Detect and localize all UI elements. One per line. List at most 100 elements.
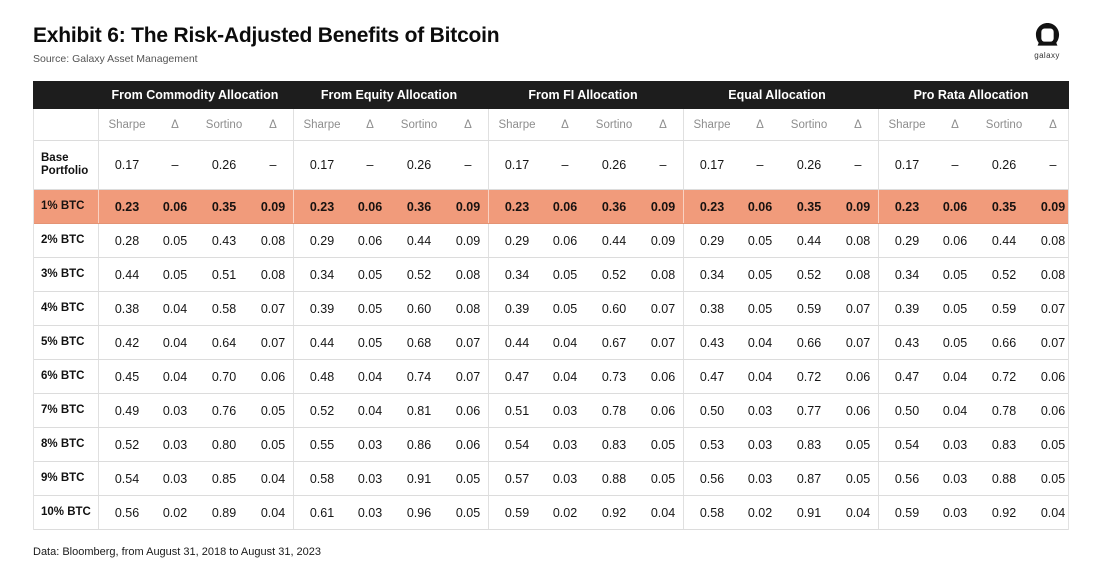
cell: 0.43	[211, 233, 237, 248]
cell: 0.17	[894, 158, 920, 172]
cell: 0.03	[162, 437, 188, 452]
cell: 0.29	[699, 233, 725, 248]
cell: Δ	[171, 118, 179, 131]
cell: 0.60	[406, 301, 432, 316]
cell: 0.09	[455, 233, 481, 248]
cell: 0.05	[357, 301, 383, 316]
cell: 0.34	[699, 267, 725, 282]
cell: 0.80	[211, 437, 237, 452]
cell: 0.05	[455, 471, 481, 486]
cell: 0.05	[260, 437, 286, 452]
cell: 0.77	[796, 403, 822, 418]
cell: 0.05	[650, 471, 676, 486]
group-cells: 0.17 – 0.26 –	[488, 141, 683, 189]
cell: 0.09	[1040, 199, 1066, 214]
cell: 0.52	[114, 437, 140, 452]
cell: 0.05	[260, 403, 286, 418]
row-label: 9% BTC	[41, 471, 85, 484]
cell: 0.05	[357, 267, 383, 282]
cell: 0.44	[309, 335, 335, 350]
cell: 0.87	[796, 471, 822, 486]
table-row: 7% BTC 0.49 0.03 0.76 0.05 0.52 0.04 0.81 0.06 0.…	[34, 394, 1068, 428]
group-cells: 0.52 0.04 0.81 0.06	[293, 394, 488, 427]
table-row: 6% BTC 0.45 0.04 0.70 0.06 0.48 0.04 0.74 0.07 0.…	[34, 360, 1068, 394]
cell: Sortino	[985, 118, 1023, 131]
cell: Δ	[1049, 118, 1057, 131]
cell: 0.05	[942, 267, 968, 282]
group-cells: 0.39 0.05 0.60 0.08	[293, 292, 488, 325]
group-header-0: From Commodity Allocation	[111, 88, 279, 102]
cell: 0.08	[260, 233, 286, 248]
cell: –	[854, 158, 862, 172]
cell: 0.35	[211, 199, 237, 214]
cell: 0.54	[504, 437, 530, 452]
cell: –	[171, 158, 179, 172]
cell: 0.59	[991, 301, 1017, 316]
cell: 0.06	[357, 199, 383, 214]
cell: 0.56	[114, 505, 140, 520]
group-cells: 0.23 0.06 0.36 0.09	[293, 190, 488, 223]
group-cells: 0.43 0.04 0.66 0.07	[683, 326, 878, 359]
group-cells: 0.29 0.06 0.44 0.09	[488, 224, 683, 257]
cell: 0.06	[845, 403, 871, 418]
table-row: 9% BTC 0.54 0.03 0.85 0.04 0.58 0.03 0.91 0.05 0.…	[34, 462, 1068, 496]
group-cells: 0.28 0.05 0.43 0.08	[98, 224, 293, 257]
cell: 0.88	[991, 471, 1017, 486]
cell: 0.34	[309, 267, 335, 282]
group-cells: 0.29 0.06 0.44 0.09	[293, 224, 488, 257]
cell: 0.56	[894, 471, 920, 486]
cell: 0.59	[894, 505, 920, 520]
cell: 0.07	[260, 335, 286, 350]
cell: 0.04	[162, 369, 188, 384]
cell: 0.06	[845, 369, 871, 384]
cell: 0.92	[601, 505, 627, 520]
cell: 0.06	[552, 199, 578, 214]
cell: 0.52	[991, 267, 1017, 282]
cell: –	[1049, 158, 1057, 172]
cell: Δ	[854, 118, 862, 131]
row-label: 6% BTC	[41, 369, 85, 382]
group-cells: 0.52 0.03 0.80 0.05	[98, 428, 293, 461]
cell: 0.04	[357, 403, 383, 418]
cell: 0.06	[162, 199, 188, 214]
cell: 0.06	[1040, 369, 1066, 384]
cell: 0.58	[309, 471, 335, 486]
cell: 0.72	[796, 369, 822, 384]
cell: 0.09	[650, 233, 676, 248]
cell: –	[561, 158, 569, 172]
cell: 0.42	[114, 335, 140, 350]
cell: 0.23	[894, 199, 920, 214]
group-cells: 0.51 0.03 0.78 0.06	[488, 394, 683, 427]
group-cells: Sharpe Δ Sortino Δ	[683, 109, 878, 140]
group-cells: 0.42 0.04 0.64 0.07	[98, 326, 293, 359]
cell: Δ	[464, 118, 472, 131]
cell: 0.06	[455, 437, 481, 452]
cell: –	[659, 158, 667, 172]
group-cells: 0.23 0.06 0.35 0.09	[683, 190, 878, 223]
cell: Sharpe	[108, 118, 146, 131]
table-row: 8% BTC 0.52 0.03 0.80 0.05 0.55 0.03 0.86 0.06 0.…	[34, 428, 1068, 462]
cell: 0.23	[114, 199, 140, 214]
cell: 0.04	[162, 301, 188, 316]
cell: Sharpe	[498, 118, 536, 131]
cell: 0.03	[162, 403, 188, 418]
cell: 0.78	[601, 403, 627, 418]
cell: 0.34	[894, 267, 920, 282]
row-label: Base Portfolio	[41, 151, 89, 177]
group-header-row: From Commodity Allocation From Equity All…	[33, 81, 1069, 109]
group-cells: Sharpe Δ Sortino Δ	[293, 109, 488, 140]
cell: 0.61	[309, 505, 335, 520]
cell: 0.81	[406, 403, 432, 418]
group-cells: 0.57 0.03 0.88 0.05	[488, 462, 683, 495]
cell: 0.60	[601, 301, 627, 316]
cell: 0.06	[552, 233, 578, 248]
group-cells: 0.44 0.05 0.51 0.08	[98, 258, 293, 291]
cell: 0.91	[796, 505, 822, 520]
cell: 0.06	[650, 403, 676, 418]
group-header-4: Pro Rata Allocation	[913, 88, 1029, 102]
cell: 0.05	[162, 233, 188, 248]
source-caption: Source: Galaxy Asset Management	[33, 53, 198, 65]
cell: 0.58	[211, 301, 237, 316]
group-cells: 0.43 0.05 0.66 0.07	[878, 326, 1073, 359]
cell: 0.66	[991, 335, 1017, 350]
